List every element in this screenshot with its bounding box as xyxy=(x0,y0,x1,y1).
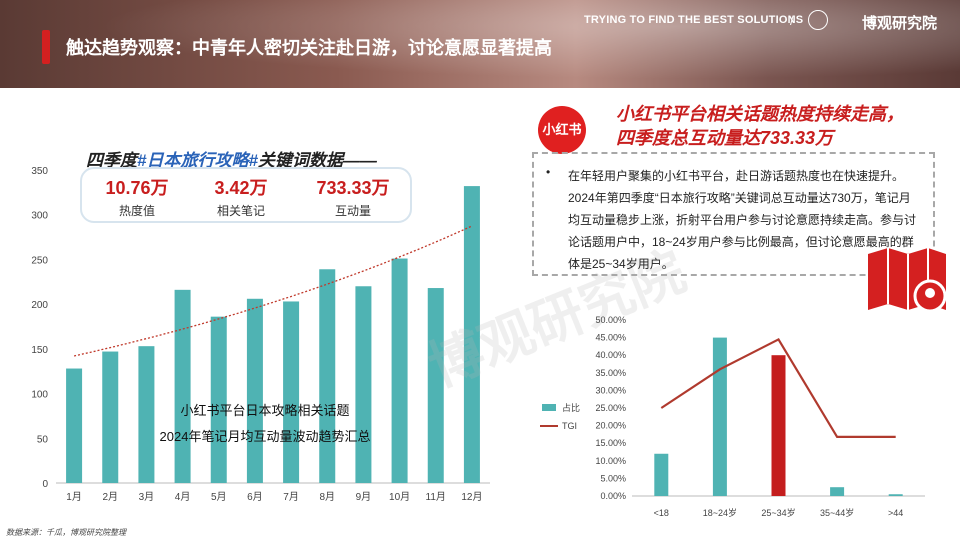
bar-5月 xyxy=(210,316,227,483)
bar-3月 xyxy=(138,346,155,483)
y-tick-label: 20.00% xyxy=(595,421,626,431)
page-title: 触达趋势观察：中青年人密切关注赴日游，讨论意愿显著提高 xyxy=(66,38,552,58)
age-distribution-chart: 0.00% 5.00% 10.00% 15.00% 20.00% 25.00% 30.00%… xyxy=(540,315,925,518)
x-tick-label: 6月 xyxy=(247,491,263,503)
bar-2月 xyxy=(102,351,119,483)
chart-overlay-caption: 小红书平台日本攻略相关话题 2024年笔记月均互动量波动趋势汇总 xyxy=(159,403,371,444)
bar-7月 xyxy=(283,301,300,483)
description-box xyxy=(532,152,935,276)
bar-25~34岁 xyxy=(771,355,786,496)
keyword-stats-box xyxy=(80,167,412,223)
legend-swatch-bar xyxy=(542,404,556,411)
y-tick-label: 300 xyxy=(31,211,48,222)
y-tick-label: 200 xyxy=(31,300,48,311)
x-tick-label: 9月 xyxy=(356,491,372,503)
x-tick-label: 11月 xyxy=(426,491,446,503)
y-tick-label: 30.00% xyxy=(595,385,626,395)
y-tick-label: 150 xyxy=(31,345,48,356)
bar-<18 xyxy=(654,453,669,496)
x-tick-label: 12月 xyxy=(461,491,482,503)
x-tick-label: <18 xyxy=(654,508,669,518)
y-tick-label: 0.00% xyxy=(600,491,626,501)
y-tick-label: 35.00% xyxy=(595,368,626,378)
bar-1月 xyxy=(66,368,83,483)
x-tick-label: >44 xyxy=(888,508,903,518)
x-tick-label: 3月 xyxy=(139,491,155,503)
bar-10月 xyxy=(391,258,408,483)
y-tick-label: 0 xyxy=(42,479,48,490)
y-tick-label: 5.00% xyxy=(600,473,626,483)
brand-name: 博观研究院 xyxy=(862,15,938,32)
y-tick-label: 40.00% xyxy=(595,350,626,360)
x-tick-label: 18~24岁 xyxy=(703,507,737,518)
y-tick-label: 25.00% xyxy=(595,403,626,413)
bar->44 xyxy=(888,494,903,496)
x-tick-label: 10月 xyxy=(389,491,410,503)
right-title: 小红书平台相关话题热度持续走高， 四季度总互动量达733.33万 xyxy=(616,104,904,148)
x-tick-label: 8月 xyxy=(319,491,335,503)
legend-label-line: TGI xyxy=(562,421,577,431)
y-tick-label: 50 xyxy=(37,434,49,445)
y-tick-label: 350 xyxy=(31,166,48,177)
map-pin-icon xyxy=(868,248,947,313)
x-tick-label: 2月 xyxy=(102,491,118,503)
bar-9月 xyxy=(355,286,372,483)
x-tick-label: 35~44岁 xyxy=(820,507,854,518)
bar-12月 xyxy=(463,186,480,483)
data-source-footer: 数据来源：千瓜，博观研究院整理 xyxy=(6,528,126,537)
y-tick-label: 250 xyxy=(31,255,48,266)
x-tick-label: 4月 xyxy=(175,491,191,503)
y-tick-label: 10.00% xyxy=(595,456,626,466)
bar-11月 xyxy=(427,288,444,483)
y-tick-label: 15.00% xyxy=(595,438,626,448)
bar-8月 xyxy=(319,269,336,483)
title-accent-bar xyxy=(42,30,50,64)
bar-18~24岁 xyxy=(712,337,727,496)
bar-4月 xyxy=(174,289,191,483)
keyword-title: 四季度#日本旅行攻略#关键词数据—— xyxy=(86,151,377,170)
monthly-interaction-bar-chart: 0 50 100 150 200 250 300 350 1月 2月 3月 4月 5月 6月 7月 8月 9月 1… xyxy=(31,166,490,503)
x-tick-label: 25~34岁 xyxy=(761,507,795,518)
description-text: 在年轻用户聚集的小红书平台，赴日游话题热度也在快速提升。2024年第四季度“日本… xyxy=(568,169,917,271)
legend-label-bar: 占比 xyxy=(562,402,580,413)
brand-logo-icon xyxy=(808,10,828,30)
bar-6月 xyxy=(246,298,263,483)
xiaohongshu-logo-icon: 小红书 xyxy=(538,106,586,154)
y-tick-label: 50.00% xyxy=(595,315,626,325)
header-banner: 触达趋势观察：中青年人密切关注赴日游，讨论意愿显著提高 TRYING TO FI… xyxy=(0,0,960,88)
x-tick-label: 5月 xyxy=(211,491,227,503)
y-tick-label: 45.00% xyxy=(595,333,626,343)
stat-heat: 10.76万 热度值 xyxy=(105,178,169,218)
stat-notes: 3.42万 相关笔记 xyxy=(214,178,268,218)
trendline xyxy=(73,225,473,357)
x-tick-label: 1月 xyxy=(66,491,82,503)
tgi-line xyxy=(660,337,896,438)
bar-35~44岁 xyxy=(830,487,845,496)
x-tick-label: 7月 xyxy=(283,491,299,503)
tagline: TRYING TO FIND THE BEST SOLUTIONS xyxy=(584,14,804,26)
y-tick-label: 100 xyxy=(31,390,48,401)
stat-interactions: 733.33万 互动量 xyxy=(316,178,390,218)
